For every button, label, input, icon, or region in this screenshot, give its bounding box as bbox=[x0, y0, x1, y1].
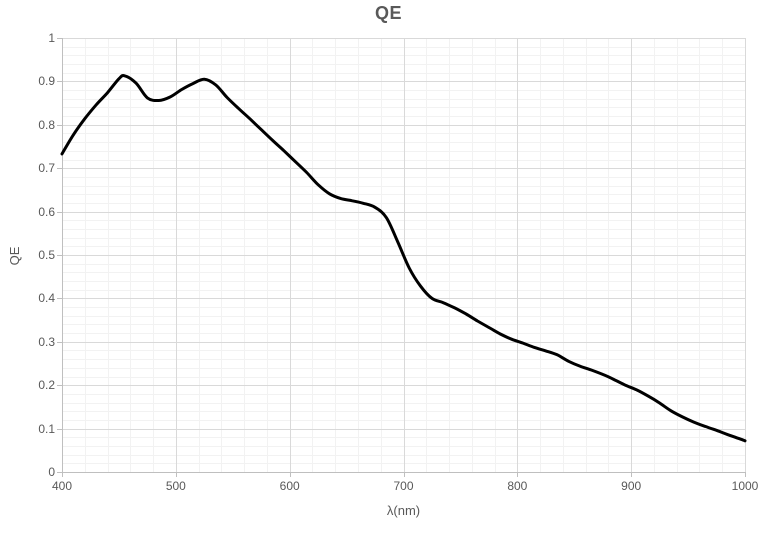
y-tick-label: 0.4 bbox=[38, 291, 55, 306]
x-tick-label: 400 bbox=[51, 479, 73, 493]
x-tick-label: 600 bbox=[279, 479, 300, 493]
y-tick-label: 0.9 bbox=[38, 74, 55, 89]
x-tick-label: 900 bbox=[621, 479, 642, 493]
qe-curve bbox=[60, 74, 747, 443]
y-tick-label: 0.8 bbox=[38, 117, 55, 132]
chart-title: QE bbox=[374, 3, 402, 23]
y-tick-label: 0.5 bbox=[38, 248, 55, 262]
y-tick-label: 0.3 bbox=[38, 334, 55, 349]
x-tick-label: 1000 bbox=[731, 479, 759, 493]
x-axis-title: λ(nm) bbox=[386, 503, 421, 518]
x-tick-label: 800 bbox=[507, 479, 528, 493]
x-tick-label: 500 bbox=[165, 479, 186, 493]
y-tick-label: 0 bbox=[48, 465, 55, 479]
y-tick-label: 0.1 bbox=[38, 421, 55, 436]
y-tick-label: 0.2 bbox=[38, 378, 55, 393]
y-tick-label: 0.7 bbox=[38, 161, 55, 176]
y-tick-label: 0.6 bbox=[38, 204, 55, 219]
y-tick-label: 1 bbox=[48, 31, 55, 45]
x-tick-label: 700 bbox=[393, 479, 414, 493]
axis-ticks bbox=[57, 38, 746, 477]
